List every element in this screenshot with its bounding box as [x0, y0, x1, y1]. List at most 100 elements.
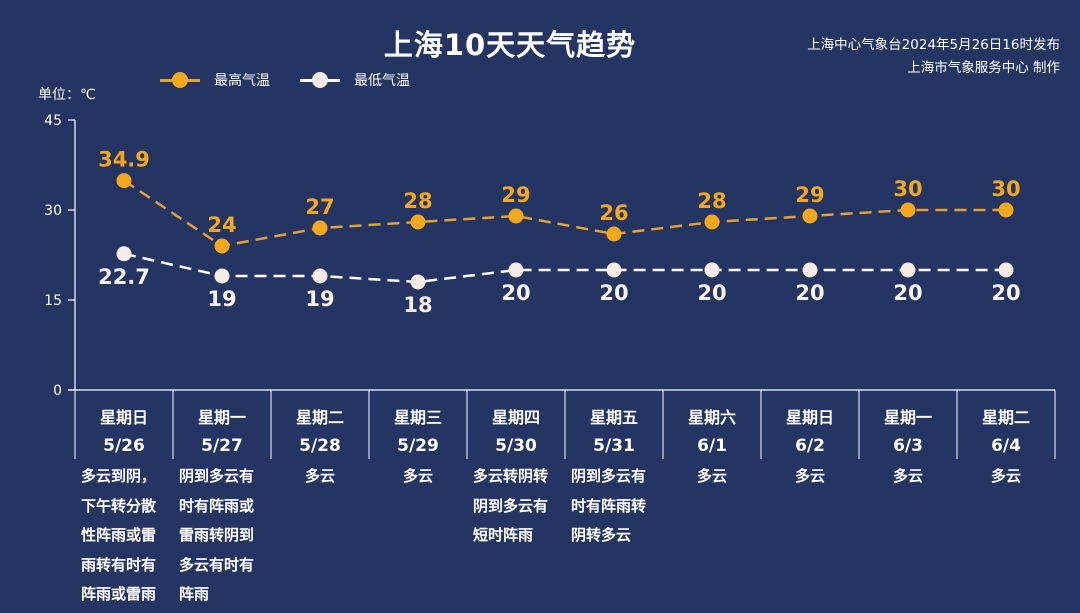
- y-tick-label: 0: [53, 383, 62, 399]
- weekday-label: 星期五: [589, 408, 638, 427]
- weather-description: 多云: [957, 462, 1055, 610]
- description-line: 性阵雨或雷: [81, 526, 157, 544]
- weather-description: 多云: [663, 462, 761, 610]
- date-label: 6/1: [697, 436, 727, 456]
- chart-title: 上海10天天气趋势: [383, 28, 637, 62]
- high-series-marker-icon: [160, 72, 200, 88]
- date-label: 5/29: [397, 436, 439, 456]
- high-temp-point: [606, 226, 622, 242]
- description-line: 时有阵雨或: [179, 496, 255, 515]
- low-temp-label: 20: [501, 281, 530, 305]
- date-label: 5/31: [593, 436, 635, 456]
- weekday-label: 星期六: [687, 408, 736, 427]
- weekday-label: 星期三: [393, 408, 442, 427]
- day-header: 星期日 6/2: [761, 391, 859, 459]
- description-line: 阴到多云有: [179, 467, 255, 485]
- high-temp-label: 34.9: [98, 148, 150, 172]
- high-temp-point: [312, 220, 328, 236]
- low-temp-label: 18: [403, 293, 432, 317]
- day-header: 星期二 5/28: [271, 391, 369, 459]
- high-temp-label: 28: [697, 189, 726, 213]
- date-label: 5/30: [495, 436, 537, 456]
- legend-label-high: 最高气温: [214, 73, 270, 89]
- description-line: 短时阵雨: [473, 526, 534, 544]
- day-header: 星期一 5/27: [173, 391, 271, 459]
- description-line: 多云: [794, 467, 825, 485]
- weekday-label: 星期二: [295, 408, 344, 427]
- legend: 最高气温 最低气温: [160, 70, 410, 90]
- publish-info: 上海中心气象台2024年5月26日16时发布: [807, 37, 1060, 53]
- day-header: 星期日 5/26: [75, 391, 173, 459]
- description-line: 多云: [892, 467, 923, 485]
- low-temp-point: [704, 262, 720, 278]
- low-temp-point: [214, 268, 230, 284]
- day-header: 星期六 6/1: [663, 391, 761, 459]
- description-line: 阵雨: [179, 585, 210, 603]
- legend-item-high[interactable]: 最高气温: [160, 70, 270, 90]
- high-temp-label: 26: [599, 201, 628, 225]
- legend-label-low: 最低气温: [354, 73, 410, 89]
- low-temp-point: [998, 262, 1014, 278]
- high-temp-label: 27: [305, 195, 334, 219]
- low-temp-point: [508, 262, 524, 278]
- description-line: 阴到多云有: [473, 496, 549, 515]
- day-header-row: 星期日 5/26 星期一 5/27 星期二 5/28 星期三 5/29 星期四 5/30 星期五 5/…: [75, 391, 1055, 459]
- credit-block: 上海中心气象台2024年5月26日16时发布 上海市气象服务中心 制作: [807, 34, 1060, 80]
- high-temp-point: [116, 173, 132, 189]
- description-line: 雷雨转阴到: [179, 526, 255, 544]
- high-temp-point: [508, 208, 524, 224]
- description-line: 多云有时有: [179, 555, 255, 574]
- date-label: 6/3: [893, 436, 923, 456]
- low-temp-label: 19: [207, 287, 236, 311]
- weekday-label: 星期一: [197, 408, 246, 427]
- low-temp-label: 20: [697, 281, 726, 305]
- date-label: 5/26: [103, 436, 145, 456]
- description-line: 阴转多云: [571, 526, 632, 544]
- low-series-marker-icon: [300, 72, 340, 88]
- low-temp-point: [606, 262, 622, 278]
- weekday-label: 星期二: [981, 408, 1030, 427]
- description-line: 多云: [402, 467, 433, 485]
- description-line: 阴到多云有: [571, 467, 647, 485]
- low-temp-point: [900, 262, 916, 278]
- description-line: 多云转阴转: [473, 467, 549, 485]
- weekday-label: 星期四: [491, 408, 540, 427]
- high-temp-label: 24: [207, 213, 236, 237]
- date-label: 6/2: [795, 436, 825, 456]
- description-line: 时有阵雨转: [571, 496, 647, 515]
- date-label: 5/28: [299, 436, 341, 456]
- high-temp-point: [214, 238, 230, 254]
- day-header: 星期三 5/29: [369, 391, 467, 459]
- low-temp-label: 20: [795, 281, 824, 305]
- high-temp-label: 30: [991, 177, 1020, 201]
- weather-description: 阴到多云有时有阵雨或雷雨转阴到多云有时有阵雨: [173, 462, 271, 610]
- description-line: 多云: [696, 467, 727, 485]
- description-line: 多云: [990, 467, 1021, 485]
- low-temp-point: [802, 262, 818, 278]
- y-tick-label: 45: [44, 113, 62, 129]
- weekday-label: 星期一: [883, 408, 932, 427]
- weather-description: 多云: [761, 462, 859, 610]
- weather-description: 多云: [271, 462, 369, 610]
- y-tick-label: 30: [44, 203, 62, 219]
- high-temp-label: 29: [501, 183, 530, 207]
- description-line: 下午转分散: [81, 496, 157, 515]
- low-temp-line: [123, 252, 1006, 284]
- weather-description: 多云: [369, 462, 467, 610]
- y-axis-unit: 单位：℃: [38, 87, 96, 103]
- low-temp-point: [312, 268, 328, 284]
- low-temp-label: 20: [599, 281, 628, 305]
- low-temp-point: [410, 274, 426, 290]
- weather-description: 阴到多云有时有阵雨转阴转多云: [565, 462, 663, 610]
- description-line: 多云到阴，: [81, 467, 157, 485]
- description-line: 雨转有时有: [81, 555, 157, 574]
- day-header: 星期四 5/30: [467, 391, 565, 459]
- legend-item-low[interactable]: 最低气温: [300, 70, 410, 90]
- weekday-label: 星期日: [785, 408, 834, 427]
- weather-description: 多云到阴， 下午转分散 性阵雨或雷 雨转有时有 阵雨或雷雨: [75, 462, 173, 610]
- weather-description-row: 多云到阴， 下午转分散 性阵雨或雷 雨转有时有 阵雨或雷雨 阴到多云有 时有阵雨或 雷雨转阴到…: [75, 462, 1055, 610]
- low-temp-label: 22.7: [98, 265, 150, 289]
- high-temp-label: 28: [403, 189, 432, 213]
- weather-description: 多云转阴转阴到多云有短时阵雨: [467, 462, 565, 610]
